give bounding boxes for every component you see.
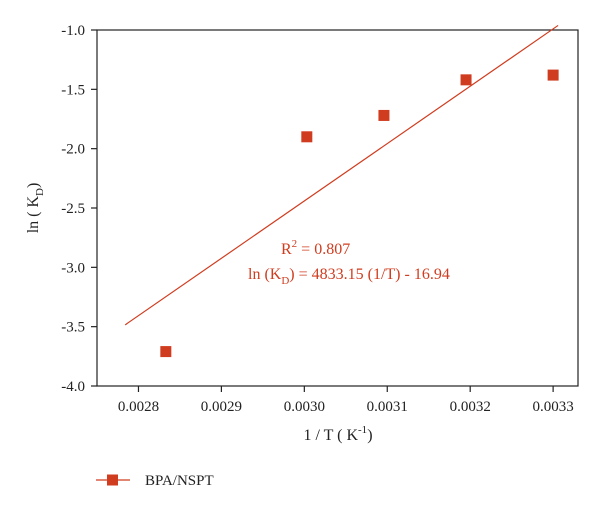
x-tick-label: 0.0030 [284, 399, 325, 415]
y-axis-title-end: ) [25, 183, 42, 188]
legend: BPA/NSPT [96, 473, 214, 489]
y-axis-title: ln ( KD) [25, 183, 46, 234]
y-axis-title-sub: D [34, 188, 46, 196]
x-tick-label: 0.0031 [367, 399, 408, 415]
x-axis-ticks: 0.0028 0.0029 0.0030 0.0031 0.0032 0.0033 [118, 386, 574, 415]
x-tick-label: 0.0032 [450, 399, 491, 415]
eq-rest: ) = 4833.15 (1/T) - 16.94 [289, 266, 450, 283]
x-axis-title-main: 1 / T ( K [303, 427, 358, 444]
fit-line [124, 24, 559, 326]
fit-line-layer [124, 24, 559, 326]
data-point [301, 131, 313, 143]
y-tick-label: -2.5 [61, 201, 85, 217]
y-tick-label: -1.5 [61, 82, 85, 98]
x-axis-title-sup: -1 [358, 424, 367, 436]
r2-value: = 0.807 [297, 241, 350, 258]
r-squared-annotation: R2 = 0.807 [281, 238, 350, 258]
y-tick-label: -2.0 [61, 142, 85, 158]
r2-superscript: 2 [292, 238, 298, 250]
fit-equation-annotation: ln (KD) = 4833.15 (1/T) - 16.94 [248, 266, 450, 287]
r2-prefix: R [281, 241, 292, 258]
y-tick-label: -1.0 [61, 23, 85, 39]
eq-prefix: ln (K [248, 266, 282, 283]
x-tick-label: 0.0029 [201, 399, 242, 415]
y-axis-title-main: ln ( K [25, 196, 42, 234]
x-axis-title-end: ) [367, 427, 372, 444]
legend-label: BPA/NSPT [145, 473, 214, 489]
plot-frame [96, 29, 579, 387]
x-axis-title: 1 / T ( K-1) [303, 424, 372, 444]
y-tick-label: -4.0 [61, 379, 85, 395]
y-axis-ticks: -1.0 -1.5 -2.0 -2.5 -3.0 -3.5 -4.0 [61, 23, 97, 395]
x-tick-label: 0.0033 [532, 399, 573, 415]
data-point [160, 346, 172, 358]
eq-subscript: D [281, 275, 289, 287]
y-tick-label: -3.5 [61, 320, 85, 336]
data-point [460, 74, 472, 86]
y-tick-label: -3.0 [61, 260, 85, 276]
data-point [378, 109, 390, 121]
x-tick-label: 0.0028 [118, 399, 159, 415]
data-points [160, 69, 559, 358]
legend-marker [107, 474, 118, 486]
data-point [547, 69, 559, 81]
